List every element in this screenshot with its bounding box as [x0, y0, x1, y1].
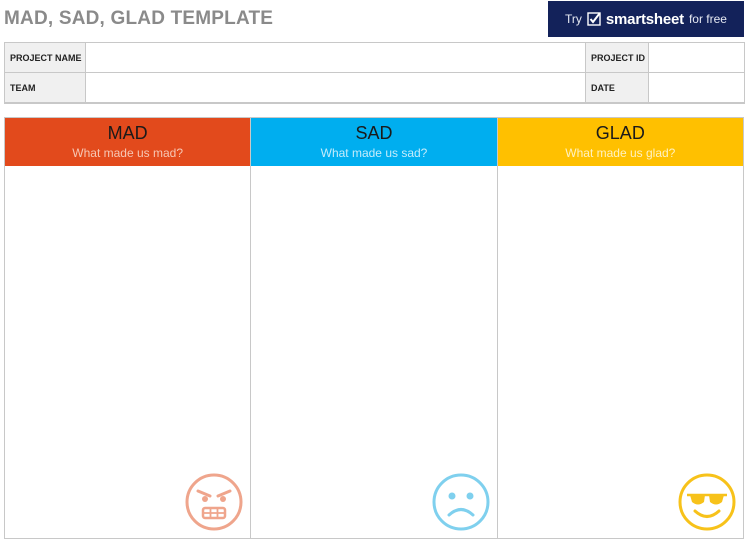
sad-face-icon [432, 473, 490, 531]
glad-subtitle: What made us glad? [565, 146, 676, 160]
promo-free-text: for free [688, 12, 727, 26]
glad-title: GLAD [595, 123, 645, 143]
mad-column-header: MAD What made us mad? [5, 118, 251, 166]
mad-notes-area[interactable] [5, 166, 250, 538]
page-title: MAD, SAD, GLAD TEMPLATE [4, 8, 274, 29]
mad-column: MAD What made us mad? [5, 118, 252, 538]
mad-title: MAD [107, 123, 148, 143]
mad-subtitle: What made us mad? [72, 146, 184, 160]
promo-try-text: Try [565, 12, 582, 26]
sunglasses-face-icon [678, 473, 736, 531]
try-smartsheet-button[interactable]: Try smartsheet for free [548, 1, 744, 37]
sad-title: SAD [355, 123, 393, 143]
info-row: PROJECT NAME PROJECT ID [4, 41, 745, 74]
promo-brand-text: smartsheet [605, 10, 684, 28]
date-label: DATE [585, 72, 649, 104]
date-field[interactable] [648, 72, 745, 104]
sad-column-header: SAD What made us sad? [251, 118, 497, 166]
smartsheet-check-icon [587, 12, 601, 26]
team-label: TEAM [4, 72, 86, 104]
info-row: TEAM DATE [4, 72, 745, 104]
glad-column-header: GLAD What made us glad? [497, 118, 743, 166]
sad-column: SAD What made us sad? [251, 118, 498, 538]
sad-notes-area[interactable] [251, 166, 496, 538]
project-id-field[interactable] [648, 41, 745, 74]
project-info-table: PROJECT NAME PROJECT ID TEAM DATE [4, 41, 745, 104]
glad-column: GLAD What made us glad? [497, 118, 743, 538]
glad-notes-area[interactable] [498, 166, 743, 538]
sad-subtitle: What made us sad? [320, 146, 428, 160]
project-name-label: PROJECT NAME [4, 41, 86, 74]
project-name-field[interactable] [85, 41, 586, 74]
project-id-label: PROJECT ID [585, 41, 649, 74]
angry-face-icon [185, 473, 243, 531]
retro-board: MAD What made us mad? SAD What made us s… [4, 117, 744, 539]
team-field[interactable] [85, 72, 586, 104]
